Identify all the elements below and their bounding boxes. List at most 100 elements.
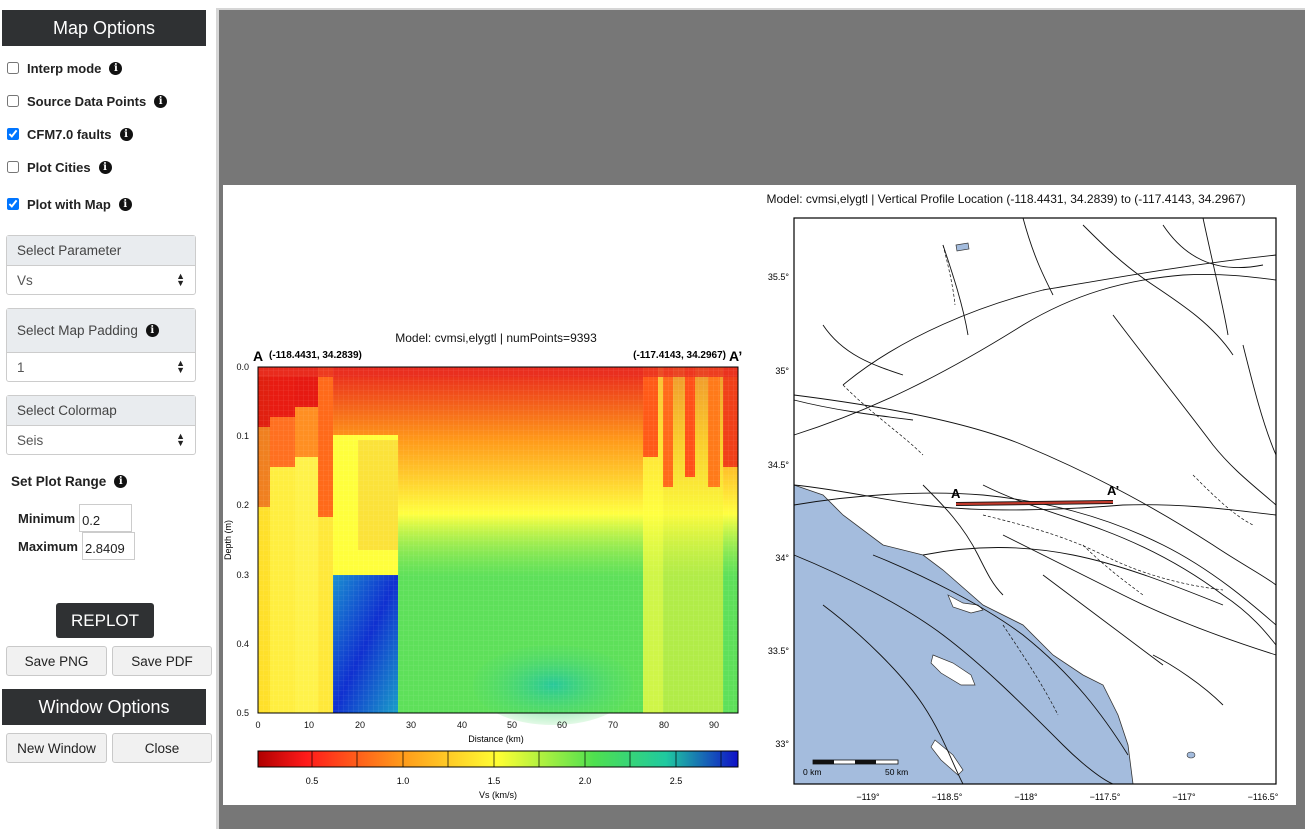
info-icon[interactable]: i (98, 160, 112, 174)
lat-tick-label: 33.5° (768, 646, 790, 656)
profile-y-axis: 0.0 0.1 0.2 0.3 0.4 0.5 (236, 362, 249, 718)
y-tick-label: 0.1 (236, 431, 249, 441)
lon-tick-label: −117° (1172, 792, 1196, 802)
source-data-points-option[interactable]: Source Data Points i (6, 91, 168, 111)
colorbar-tick-label: 2.0 (579, 776, 592, 786)
plot-cities-option[interactable]: Plot Cities i (6, 157, 112, 177)
lon-tick-label: −118° (1014, 792, 1038, 802)
colorbar-label: Vs (km/s) (479, 790, 517, 800)
y-tick-label: 0.2 (236, 500, 249, 510)
cfm-faults-checkbox[interactable] (7, 128, 19, 140)
map-padding-select[interactable]: 1 ▲ ▼ (7, 353, 195, 381)
x-tick-label: 0 (255, 720, 260, 730)
info-icon[interactable]: i (109, 61, 123, 75)
parameter-select-value: Vs (17, 272, 33, 288)
plot-range-title-text: Set Plot Range (11, 474, 107, 489)
scale-bar: 0 km 50 km (803, 759, 908, 777)
save-png-button[interactable]: Save PNG (6, 646, 107, 676)
source-data-points-checkbox[interactable] (7, 95, 19, 107)
minimum-row: Minimum (18, 504, 133, 532)
x-tick-label: 30 (406, 720, 416, 730)
close-button[interactable]: Close (112, 733, 212, 763)
x-tick-label: 40 (457, 720, 467, 730)
colormap-select-label: Select Colormap (7, 396, 195, 426)
maximum-row: Maximum (18, 532, 135, 560)
select-arrows-icon: ▲ ▼ (176, 358, 185, 375)
x-tick-label: 20 (355, 720, 365, 730)
lon-tick-label: −119° (856, 792, 880, 802)
colorbar-tick-label: 0.5 (306, 776, 319, 786)
x-tick-label: 80 (659, 720, 669, 730)
source-data-points-label: Source Data Points (27, 93, 147, 109)
lat-tick-label: 33° (775, 739, 789, 749)
map-options-sidebar: Map Options Interp mode i Source Data Po… (0, 0, 216, 829)
colorbar-tick-label: 2.5 (670, 776, 683, 786)
window-options-header: Window Options (2, 689, 206, 725)
profile-xlabel: Distance (km) (468, 734, 524, 744)
interp-mode-checkbox[interactable] (7, 62, 19, 74)
plot-cities-checkbox[interactable] (7, 161, 19, 173)
cfm-faults-label: CFM7.0 faults (27, 126, 112, 142)
profile-x-axis: 0 10 20 30 40 50 60 70 80 90 (255, 720, 719, 730)
y-tick-label: 0.4 (236, 639, 249, 649)
map-options-header: Map Options (2, 10, 206, 46)
parameter-select[interactable]: Vs ▲ ▼ (7, 266, 195, 294)
map-lon-axis: −119° −118.5° −118° −117.5° −117° −116.5… (856, 792, 1278, 802)
colormap-select-group: Select Colormap Seis ▲ ▼ (6, 395, 196, 455)
info-icon[interactable]: i (154, 94, 168, 108)
lat-tick-label: 34.5° (768, 460, 790, 470)
replot-button[interactable]: REPLOT (56, 603, 154, 638)
map-padding-select-value: 1 (17, 359, 25, 375)
info-icon[interactable]: i (118, 197, 132, 211)
fault-map: A A’ 0 km 50 km (793, 217, 1277, 785)
minimum-label: Minimum (18, 510, 76, 526)
profile-coord-a: (-118.4431, 34.2839) (269, 350, 362, 361)
maximum-input[interactable] (81, 532, 135, 560)
ocean (793, 484, 1134, 785)
map-label-a: A (951, 486, 961, 501)
plot-image-frame: Model: cvmsi,elygtl | numPoints=9393 A (… (223, 185, 1296, 805)
colormap-select[interactable]: Seis ▲ ▼ (7, 426, 195, 454)
plot-with-map-option[interactable]: Plot with Map i (6, 194, 132, 214)
lat-tick-label: 34° (775, 553, 789, 563)
x-tick-label: 60 (557, 720, 567, 730)
lat-tick-label: 35.5° (768, 272, 790, 282)
y-tick-label: 0.3 (236, 570, 249, 580)
scale-start-label: 0 km (803, 767, 821, 777)
plot-with-map-label: Plot with Map (27, 196, 111, 212)
lat-tick-label: 35° (775, 366, 789, 376)
colorbar-tick-label: 1.5 (488, 776, 501, 786)
info-icon[interactable]: i (119, 127, 133, 141)
info-icon[interactable]: i (145, 324, 159, 337)
y-tick-label: 0.5 (236, 708, 249, 718)
map-lat-axis: 35.5° 35° 34.5° 34° 33.5° 33° (768, 272, 790, 749)
profile-label-a-prime: A’ (729, 348, 742, 364)
info-icon[interactable]: i (114, 475, 128, 488)
colorbar: 0.5 1.0 1.5 2.0 2.5 Vs (km/s) (257, 750, 739, 800)
map-label-a-prime: A’ (1107, 483, 1119, 498)
colormap-select-value: Seis (17, 432, 44, 448)
x-tick-label: 70 (608, 720, 618, 730)
plot-cities-label: Plot Cities (27, 159, 91, 175)
new-window-button[interactable]: New Window (6, 733, 107, 763)
velocity-heatmap (257, 366, 739, 725)
map-padding-select-label: Select Map Padding i (7, 309, 195, 353)
select-arrows-icon: ▲ ▼ (176, 431, 185, 448)
x-tick-label: 50 (507, 720, 517, 730)
colorbar-tick-label: 1.0 (397, 776, 410, 786)
x-tick-label: 10 (304, 720, 314, 730)
cfm-faults-option[interactable]: CFM7.0 faults i (6, 124, 133, 144)
plot-with-map-checkbox[interactable] (7, 198, 19, 210)
select-arrows-icon: ▲ ▼ (176, 271, 185, 288)
save-pdf-button[interactable]: Save PDF (112, 646, 212, 676)
profile-title: Model: cvmsi,elygtl | numPoints=9393 (395, 331, 597, 345)
lon-tick-label: −116.5° (1248, 792, 1279, 802)
maximum-label: Maximum (18, 538, 78, 554)
interp-mode-option[interactable]: Interp mode i (6, 58, 123, 78)
scale-end-label: 50 km (885, 767, 908, 777)
map-padding-select-group: Select Map Padding i 1 ▲ ▼ (6, 308, 196, 382)
minimum-input[interactable] (79, 504, 133, 532)
profile-coord-a-prime: (-117.4143, 34.2967) (633, 350, 726, 361)
lon-tick-label: −118.5° (932, 792, 963, 802)
interp-mode-label: Interp mode (27, 60, 102, 76)
